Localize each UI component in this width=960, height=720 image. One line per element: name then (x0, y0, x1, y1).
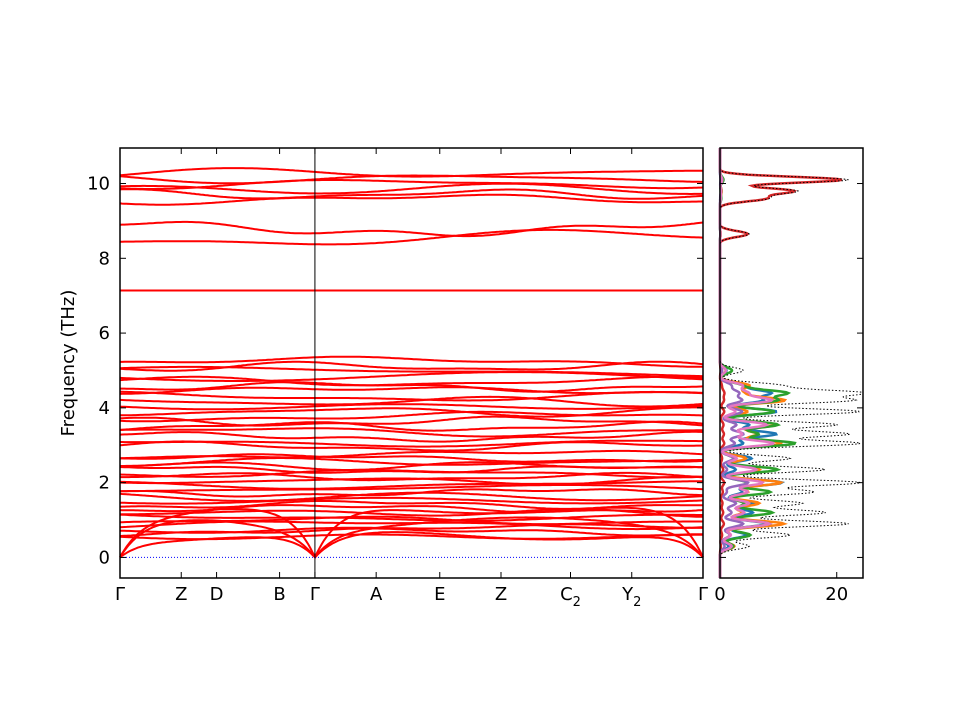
xtick-label: Γ (698, 584, 708, 605)
band-low-optical-0 (119, 533, 703, 541)
band-upper-optical-2 (119, 430, 704, 443)
xtick-label: Z (175, 584, 187, 605)
ytick-label: 8 (99, 248, 110, 269)
ytick-label: 2 (99, 473, 110, 494)
band-top-3 (119, 179, 704, 190)
band-mid-optical-1 (120, 471, 704, 482)
dos-panel: 0 20 (714, 147, 864, 605)
band-mid-optical-7 (119, 449, 704, 460)
band-upper-optical-15 (119, 365, 703, 378)
band-top-2 (119, 182, 704, 195)
band-low-optical-7 (119, 504, 704, 514)
xtick-label: Z (495, 584, 507, 605)
dos-plot-frame (719, 147, 864, 579)
y-axis-label: Frequency (THz) (58, 290, 79, 437)
xtick-label: Y2 (621, 584, 641, 610)
frequency-tick-labels: 0 2 4 6 8 10 (87, 174, 110, 569)
band-low-optical-5 (119, 513, 703, 522)
band-axis-ticks (119, 148, 704, 578)
band-upper-optical-14 (119, 371, 704, 382)
band-mid-optical-4 (119, 461, 703, 471)
xtick-label: D (210, 584, 224, 605)
kpath-tick-labels: Γ Z D B Γ A E Z C2 Y2 Γ (115, 584, 708, 610)
band-upper-optical-8 (119, 403, 704, 411)
band-top-5 (119, 167, 703, 178)
band-lines (119, 167, 704, 560)
xtick-label: B (273, 584, 285, 605)
band-top-0 (119, 193, 703, 206)
band-upper-optical-6 (119, 410, 704, 423)
band-low-optical-11 (119, 488, 703, 498)
band-upper-optical-1 (120, 439, 703, 448)
band-mid-optical-5 (120, 457, 703, 467)
dos-axis-ticks (719, 183, 863, 578)
band-plot-frame (119, 147, 704, 579)
dos-xtick-label: 20 (825, 584, 848, 605)
band-upper-optical-4 (119, 420, 704, 432)
band-pair-1 (119, 220, 704, 238)
xtick-label: C2 (560, 584, 581, 610)
dos-xtick-label: 0 (714, 584, 725, 605)
xtick-label: A (370, 584, 383, 605)
band-upper-optical-17 (120, 355, 703, 368)
band-low-optical-9 (120, 496, 704, 505)
band-upper-optical-9 (119, 395, 704, 408)
band-top-4 (119, 174, 703, 185)
band-upper-optical-13 (119, 375, 704, 387)
band-upper-optical-16 (119, 360, 704, 372)
band-low-optical-4 (120, 515, 703, 526)
band-pair-0 (120, 228, 704, 246)
band-low-optical-12 (120, 484, 704, 493)
band-low-optical-8 (119, 500, 703, 510)
band-top-1 (119, 188, 704, 200)
ytick-label: 4 (99, 398, 110, 419)
dos-tick-labels: 0 20 (714, 584, 848, 605)
ytick-label: 6 (99, 323, 110, 344)
ytick-label: 10 (87, 174, 110, 195)
band-upper-optical-11 (119, 386, 704, 395)
band-structure-panel: 0 2 4 6 8 10 Γ Z D B Γ A E Z C2 Y2 Γ Frequency (THz) (58, 147, 708, 610)
band-upper-optical-0 (119, 440, 703, 452)
band-low-optical-2 (119, 523, 703, 534)
band-upper-optical-5 (120, 415, 704, 427)
xtick-label: E (434, 584, 445, 605)
band-upper-optical-3 (120, 427, 703, 438)
band-upper-optical-7 (120, 406, 703, 418)
xtick-label: Γ (115, 584, 125, 605)
xtick-label: Γ (310, 584, 320, 605)
ytick-label: 0 (99, 547, 110, 568)
band-low-optical-13 (119, 480, 703, 490)
